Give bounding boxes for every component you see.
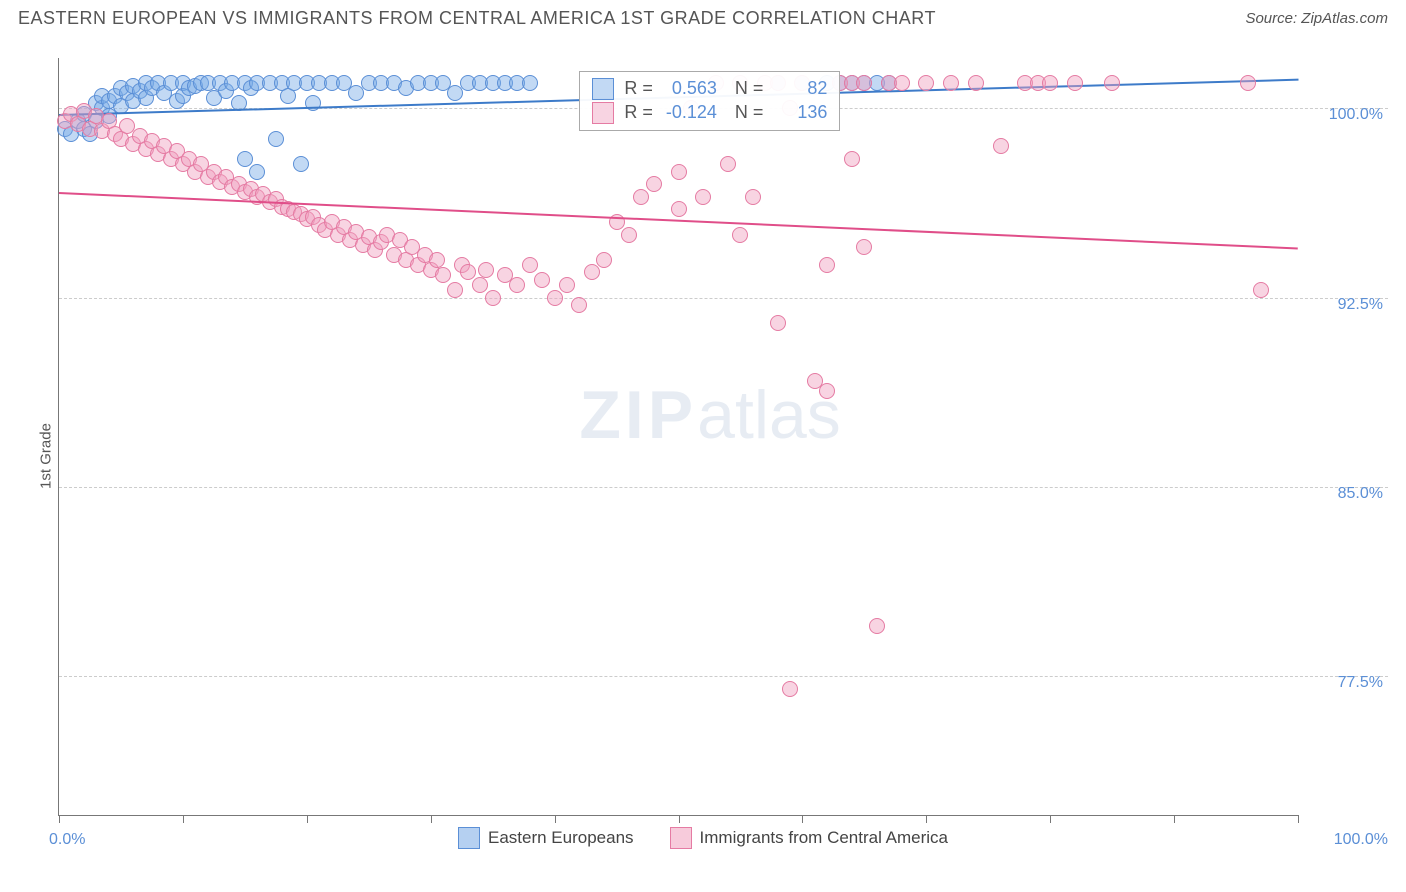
data-point bbox=[522, 257, 538, 273]
stat-r-label: R = bbox=[624, 78, 653, 99]
data-point bbox=[472, 277, 488, 293]
stat-n-label: N = bbox=[735, 102, 764, 123]
data-point bbox=[249, 164, 265, 180]
data-point bbox=[819, 383, 835, 399]
series-swatch bbox=[592, 102, 614, 124]
stats-box: R = 0.563 N = 82 R = -0.124 N = 136 bbox=[579, 71, 840, 131]
legend-label: Immigrants from Central America bbox=[700, 828, 948, 848]
data-point bbox=[770, 315, 786, 331]
x-tick bbox=[555, 815, 556, 823]
data-point bbox=[621, 227, 637, 243]
data-point bbox=[1253, 282, 1269, 298]
x-tick bbox=[1050, 815, 1051, 823]
stats-row: R = 0.563 N = 82 bbox=[592, 78, 827, 100]
data-point bbox=[305, 95, 321, 111]
data-point bbox=[968, 75, 984, 91]
y-tick-label: 85.0% bbox=[1313, 485, 1383, 503]
data-point bbox=[435, 267, 451, 283]
data-point bbox=[856, 75, 872, 91]
data-point bbox=[584, 264, 600, 280]
x-tick bbox=[926, 815, 927, 823]
stat-n-value: 82 bbox=[773, 78, 827, 99]
data-point bbox=[1067, 75, 1083, 91]
data-point bbox=[695, 189, 711, 205]
data-point bbox=[671, 164, 687, 180]
stat-r-value: 0.563 bbox=[663, 78, 717, 99]
data-point bbox=[745, 189, 761, 205]
x-tick bbox=[1174, 815, 1175, 823]
data-point bbox=[943, 75, 959, 91]
data-point bbox=[534, 272, 550, 288]
data-point bbox=[782, 681, 798, 697]
chart-container: 1st Grade ZIPatlas 0.0% 100.0% 100.0%92.… bbox=[18, 40, 1388, 872]
data-point bbox=[485, 290, 501, 306]
data-point bbox=[547, 290, 563, 306]
legend-label: Eastern Europeans bbox=[488, 828, 634, 848]
chart-title: EASTERN EUROPEAN VS IMMIGRANTS FROM CENT… bbox=[18, 8, 936, 29]
data-point bbox=[447, 282, 463, 298]
y-tick-label: 100.0% bbox=[1313, 106, 1383, 124]
data-point bbox=[1240, 75, 1256, 91]
legend-swatch bbox=[458, 827, 480, 849]
data-point bbox=[522, 75, 538, 91]
data-point bbox=[819, 257, 835, 273]
data-point bbox=[429, 252, 445, 268]
data-point bbox=[596, 252, 612, 268]
data-point bbox=[509, 277, 525, 293]
data-point bbox=[869, 618, 885, 634]
y-tick-label: 92.5% bbox=[1313, 296, 1383, 314]
gridline bbox=[59, 487, 1388, 488]
x-tick bbox=[59, 815, 60, 823]
gridline bbox=[59, 676, 1388, 677]
legend-item: Eastern Europeans bbox=[458, 827, 634, 849]
data-point bbox=[293, 156, 309, 172]
data-point bbox=[844, 151, 860, 167]
stat-n-label: N = bbox=[735, 78, 764, 99]
data-point bbox=[856, 239, 872, 255]
stats-row: R = -0.124 N = 136 bbox=[592, 102, 827, 124]
data-point bbox=[1042, 75, 1058, 91]
x-tick bbox=[431, 815, 432, 823]
data-point bbox=[478, 262, 494, 278]
watermark: ZIPatlas bbox=[579, 376, 840, 454]
stat-n-value: 136 bbox=[773, 102, 827, 123]
data-point bbox=[633, 189, 649, 205]
data-point bbox=[646, 176, 662, 192]
data-point bbox=[918, 75, 934, 91]
plot-area: ZIPatlas 0.0% 100.0% 100.0%92.5%85.0%77.… bbox=[58, 58, 1298, 816]
data-point bbox=[268, 131, 284, 147]
stat-r-value: -0.124 bbox=[663, 102, 717, 123]
data-point bbox=[237, 151, 253, 167]
x-tick bbox=[307, 815, 308, 823]
x-tick bbox=[183, 815, 184, 823]
legend-swatch bbox=[670, 827, 692, 849]
data-point bbox=[993, 138, 1009, 154]
y-axis-label: 1st Grade bbox=[37, 423, 54, 489]
data-point bbox=[720, 156, 736, 172]
y-tick-label: 77.5% bbox=[1313, 674, 1383, 692]
series-swatch bbox=[592, 78, 614, 100]
data-point bbox=[460, 264, 476, 280]
x-tick bbox=[1298, 815, 1299, 823]
gridline bbox=[59, 298, 1388, 299]
data-point bbox=[559, 277, 575, 293]
data-point bbox=[732, 227, 748, 243]
data-point bbox=[671, 201, 687, 217]
chart-legend: Eastern Europeans Immigrants from Central… bbox=[18, 827, 1388, 854]
chart-header: EASTERN EUROPEAN VS IMMIGRANTS FROM CENT… bbox=[0, 0, 1406, 33]
x-tick bbox=[679, 815, 680, 823]
trend-line bbox=[59, 192, 1298, 250]
stat-r-label: R = bbox=[624, 102, 653, 123]
data-point bbox=[1104, 75, 1120, 91]
data-point bbox=[571, 297, 587, 313]
x-tick bbox=[802, 815, 803, 823]
legend-item: Immigrants from Central America bbox=[670, 827, 948, 849]
chart-source: Source: ZipAtlas.com bbox=[1245, 10, 1388, 27]
data-point bbox=[894, 75, 910, 91]
